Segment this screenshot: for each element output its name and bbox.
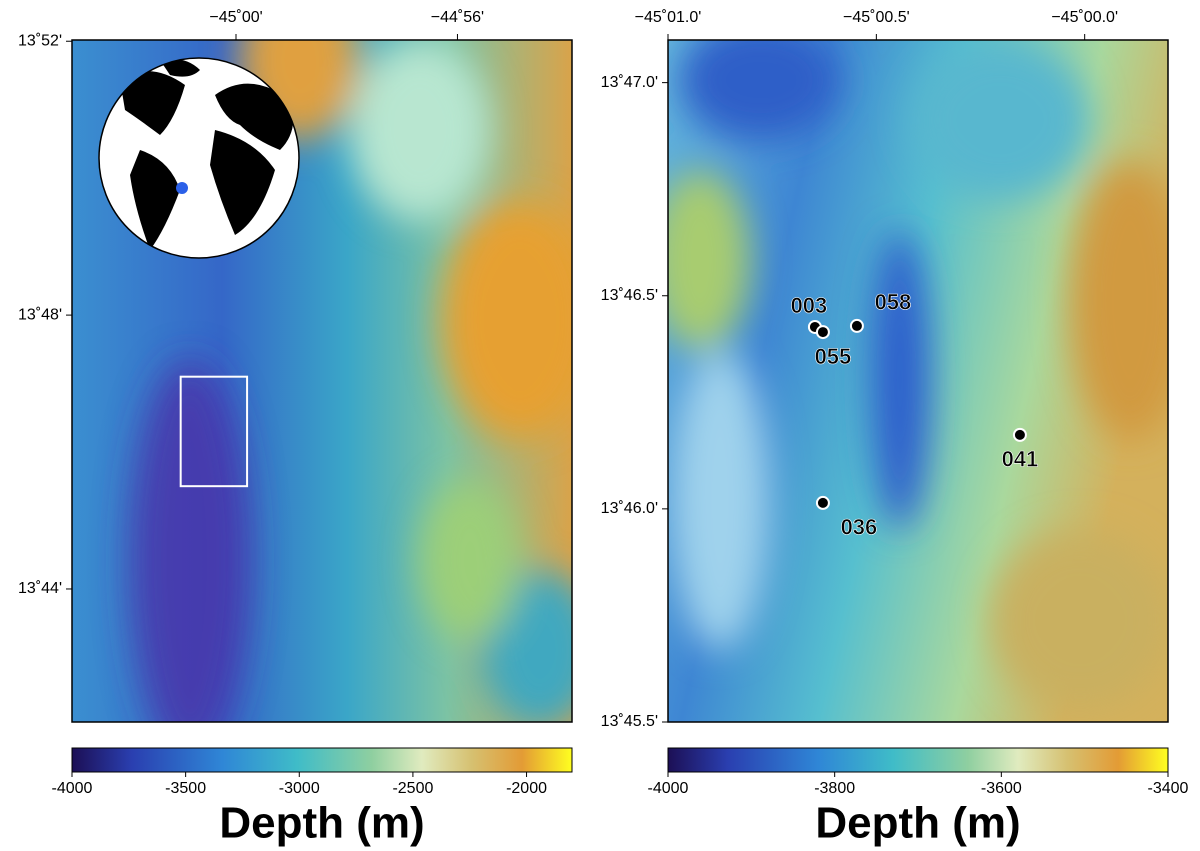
colorbar-tick-label: -2500: [392, 780, 433, 797]
y-tick-label: 13˚46.5': [601, 287, 658, 304]
colorbar-label: Depth (m): [219, 799, 424, 848]
site-label: 041: [1002, 447, 1039, 472]
y-tick-label: 13˚45.5': [601, 713, 658, 730]
colorbar-tick-label: -4000: [52, 780, 93, 797]
right-terrain: [650, 20, 1190, 722]
y-tick-label: 13˚52': [18, 32, 62, 49]
site-marker: [817, 497, 829, 509]
x-tick-label: −45˚00.0': [1051, 9, 1118, 26]
x-tick-label: −45˚01.0': [635, 9, 702, 26]
x-tick-label: −45˚00': [209, 9, 262, 26]
colorbar-tick-label: -4000: [648, 780, 689, 797]
x-tick-label: −45˚00.5': [843, 9, 910, 26]
site-marker: [851, 320, 863, 332]
site-label: 058: [875, 290, 912, 315]
site-marker: [817, 326, 829, 338]
colorbar-tick-label: -3500: [165, 780, 206, 797]
site-label: 055: [815, 344, 852, 369]
globe-inset: [99, 58, 299, 258]
site-label: 003: [791, 293, 828, 318]
figure: −45˚00' −44˚56' 13˚52' 13˚48' 13˚44' -4000 -35…: [0, 0, 1200, 851]
colorbar: [72, 748, 572, 772]
site-label: 036: [841, 515, 878, 540]
y-tick-label: 13˚46.0': [601, 500, 658, 517]
x-tick-label: −44˚56': [431, 9, 484, 26]
y-tick-label: 13˚44': [18, 580, 62, 597]
colorbar-tick-label: -3600: [981, 780, 1022, 797]
colorbar-tick-label: -3000: [279, 780, 320, 797]
colorbar-tick-label: -3800: [814, 780, 855, 797]
site-marker: [1014, 429, 1026, 441]
y-tick-label: 13˚47.0': [601, 74, 658, 91]
colorbar-tick-label: -3400: [1148, 780, 1189, 797]
colorbar-label: Depth (m): [815, 799, 1020, 848]
y-tick-label: 13˚48': [18, 306, 62, 323]
colorbar-tick-label: -2000: [506, 780, 547, 797]
colorbar: [668, 748, 1168, 772]
